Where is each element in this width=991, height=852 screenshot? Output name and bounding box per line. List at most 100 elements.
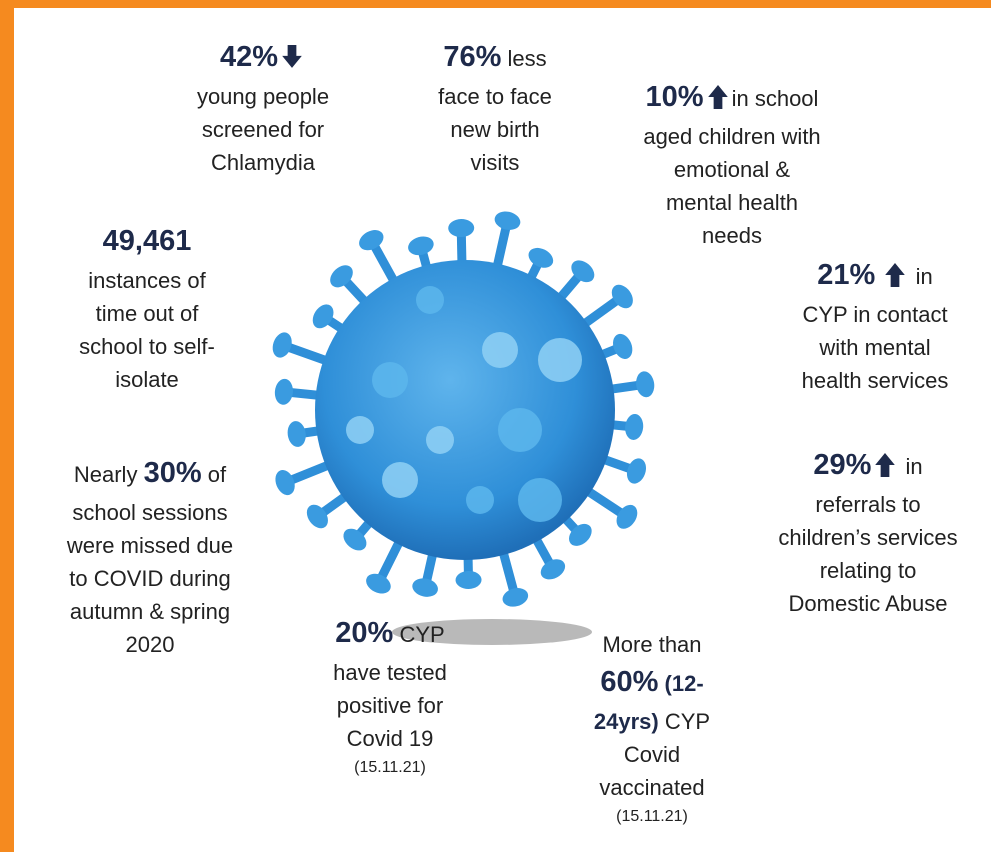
- stat-text: isolate: [115, 367, 179, 392]
- stat-text: were missed due: [66, 533, 234, 558]
- surface-dot: [346, 416, 374, 444]
- arrow-up: [885, 263, 906, 287]
- surface-dot: [416, 286, 444, 314]
- stat-text: 24yrs): [593, 709, 659, 734]
- stat-text: school to self-: [79, 334, 215, 359]
- stat-text: positive for: [336, 693, 444, 718]
- spike-head: [287, 421, 306, 447]
- stat-text: in: [915, 264, 933, 289]
- stat-text: in: [905, 454, 923, 479]
- spike-head: [636, 371, 655, 398]
- stat: 21% in CYP in contact with mental health…: [745, 254, 991, 397]
- stat: 20% CYP have tested positive for Covid 1…: [260, 612, 520, 781]
- spike-head: [571, 260, 595, 283]
- stat-text: Domestic Abuse: [788, 591, 948, 616]
- stat-text: face to face: [438, 84, 552, 109]
- stat: 49,461 instances of time out of school t…: [17, 220, 277, 396]
- stat: 42% young people screened for Chlamydia: [133, 36, 393, 179]
- stat-text: new birth: [450, 117, 540, 142]
- stat-value: 76%: [443, 41, 502, 73]
- stat-text: children’s services: [778, 525, 958, 550]
- stat-text: instances of: [88, 268, 206, 293]
- surface-dot: [466, 486, 494, 514]
- frame: [0, 0, 991, 8]
- stat-text: CYP: [664, 709, 711, 734]
- spike-head: [611, 284, 633, 309]
- surface-dot: [498, 408, 542, 452]
- stat-text: health services: [801, 368, 949, 393]
- spike-head: [616, 504, 638, 529]
- stat-value: 42%: [219, 41, 279, 73]
- stat-text: CYP in contact: [802, 302, 948, 327]
- stat-text: have tested: [333, 660, 447, 685]
- spike-head: [359, 230, 384, 251]
- spike-head: [569, 523, 592, 546]
- stat-text: visits: [470, 150, 520, 175]
- spike-head: [330, 265, 353, 288]
- stat-text: emotional &: [673, 157, 791, 182]
- stat-text: CYP: [399, 622, 445, 647]
- spike-head: [366, 573, 391, 594]
- arrow-up: [707, 85, 728, 109]
- spike-head: [626, 458, 647, 484]
- stat: 76% less face to face new birth visits: [365, 36, 625, 179]
- stat-text: Covid: [623, 742, 681, 767]
- stat-text: Nearly: [73, 462, 138, 487]
- stat-text: Chlamydia: [211, 150, 315, 175]
- stat-value: 60%: [600, 666, 659, 698]
- spike-head: [312, 304, 334, 329]
- surface-dot: [518, 478, 562, 522]
- surface-dot: [426, 426, 454, 454]
- stat-value: 21%: [817, 259, 876, 291]
- spike-head: [540, 559, 566, 580]
- surface-dot: [382, 462, 418, 498]
- stat-text: time out of: [95, 301, 199, 326]
- stat-text: 2020: [125, 632, 175, 657]
- spike-head: [275, 470, 295, 496]
- stat-value: 20%: [335, 617, 394, 649]
- stat-text: of: [207, 462, 227, 487]
- stat-text: aged children with: [643, 124, 821, 149]
- spike-head: [448, 219, 475, 238]
- stat-text: school sessions: [72, 500, 228, 525]
- spike-head: [343, 528, 367, 551]
- stat: 10% in school aged children with emotiona…: [602, 76, 862, 252]
- stat-text: relating to: [819, 558, 917, 583]
- spike-head: [455, 570, 482, 589]
- stat-text: to COVID during: [69, 566, 231, 591]
- stat-value: 29%: [813, 449, 872, 481]
- stat-text: (12-: [664, 671, 704, 696]
- stat-note: (15.11.21): [616, 808, 688, 825]
- stat: More than 60% (12- 24yrs) CYP Covid vacc…: [522, 628, 782, 830]
- stat-text: vaccinated: [599, 775, 705, 800]
- virus-body: [315, 260, 615, 560]
- spike-head: [528, 247, 554, 268]
- surface-dot: [482, 332, 518, 368]
- stat: Nearly 30% of school sessions were misse…: [20, 452, 280, 661]
- arrow-down: [282, 45, 302, 68]
- stat-text: referrals to: [815, 492, 921, 517]
- spike-head: [494, 211, 521, 230]
- stat: 29% in referrals to children’s services …: [738, 444, 991, 620]
- stat-text: less: [507, 46, 547, 71]
- spike-head: [408, 236, 434, 256]
- spike-head: [625, 414, 644, 440]
- surface-dot: [372, 362, 408, 398]
- shadow: [392, 619, 592, 645]
- stat-text: in school: [731, 86, 819, 111]
- stat-text: needs: [702, 223, 762, 248]
- spike-head: [412, 578, 438, 597]
- stat-text: with mental: [819, 335, 931, 360]
- surface-dot: [538, 338, 582, 382]
- stat-text: autumn & spring: [69, 599, 231, 624]
- arrow-up: [875, 453, 896, 477]
- frame: [0, 0, 14, 852]
- spike-head: [306, 504, 328, 529]
- stat-text: young people: [196, 84, 330, 109]
- spike-head: [274, 378, 293, 405]
- stat-text: More than: [602, 632, 702, 657]
- spike-head: [613, 333, 633, 359]
- stat-value: 49,461: [102, 225, 192, 257]
